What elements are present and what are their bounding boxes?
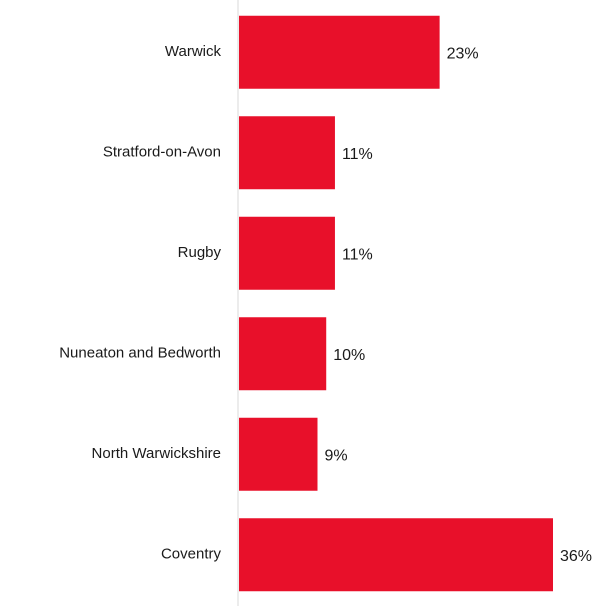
category-label: Coventry xyxy=(161,546,222,563)
value-label: 36% xyxy=(560,548,592,565)
bar-1 xyxy=(239,116,335,190)
value-label: 11% xyxy=(342,246,373,263)
bar-4 xyxy=(239,417,318,491)
category-label: Rugby xyxy=(178,244,222,261)
value-label: 9% xyxy=(325,447,348,464)
bars-group xyxy=(239,15,553,592)
bar-2 xyxy=(239,216,335,290)
value-labels: 23% 11% 11% 10% 9% 36% xyxy=(325,45,593,565)
value-label: 11% xyxy=(342,146,373,163)
bar-0 xyxy=(239,15,440,89)
category-labels: Warwick Stratford-on-Avon Rugby Nuneaton an… xyxy=(59,43,221,563)
bar-3 xyxy=(239,317,327,391)
category-label: North Warwickshire xyxy=(92,445,221,462)
value-label: 10% xyxy=(333,347,365,364)
category-label: Warwick xyxy=(165,43,222,60)
category-label: Nuneaton and Bedworth xyxy=(59,345,221,362)
value-label: 23% xyxy=(447,45,479,62)
category-label: Stratford-on-Avon xyxy=(103,144,221,161)
bar-5 xyxy=(239,518,553,592)
